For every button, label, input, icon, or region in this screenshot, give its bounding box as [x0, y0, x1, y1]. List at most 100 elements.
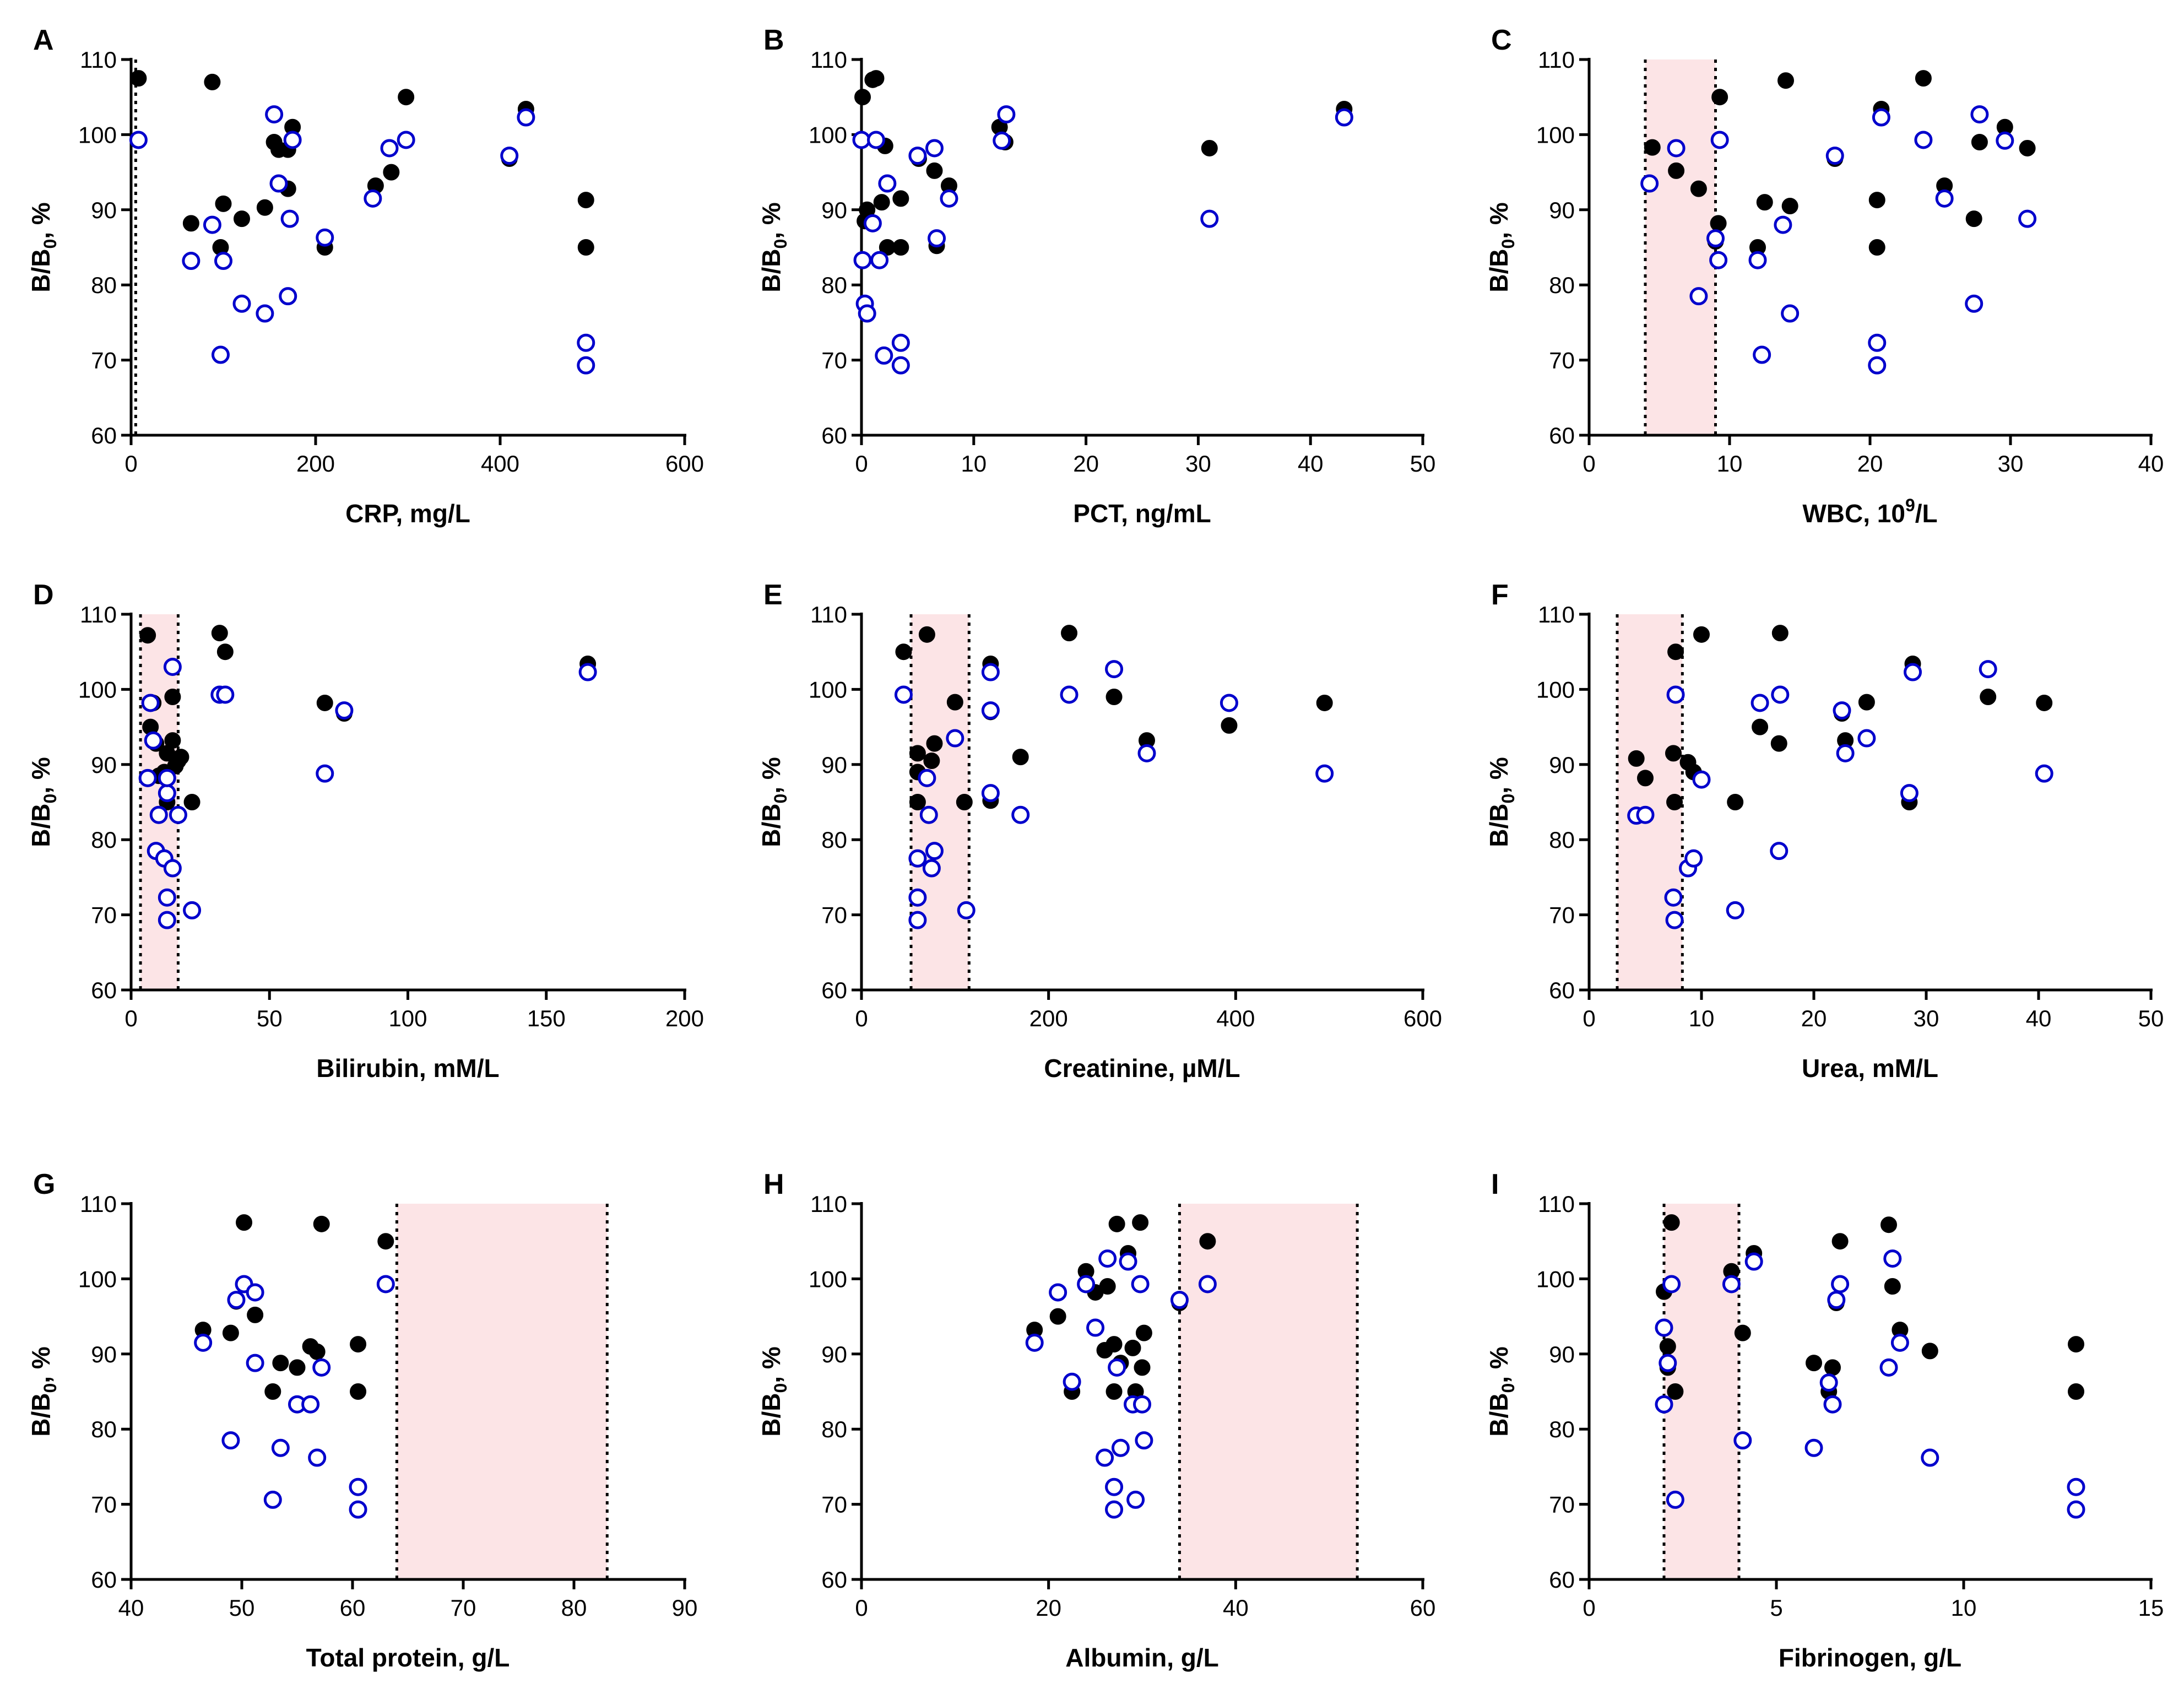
chart-i-x-tick-label: 5 — [1770, 1595, 1782, 1621]
chart-d-filled-point — [316, 694, 333, 711]
chart-h-x-tick-label: 60 — [1410, 1595, 1436, 1621]
chart-d-x-tick-label: 50 — [257, 1005, 283, 1031]
chart-g-filled-point — [272, 1355, 289, 1372]
chart-c-open-point — [1689, 287, 1708, 306]
chart-i-filled-point — [1880, 1216, 1897, 1233]
chart-d-x-tick-label: 0 — [124, 1005, 137, 1031]
chart-b-x-tick-label: 20 — [1073, 451, 1099, 477]
chart-f-filled-point — [2036, 694, 2053, 711]
chart-e-filled-point — [956, 794, 973, 810]
chart-i-open-point — [1890, 1333, 1909, 1352]
chart-f-x-tick-label: 0 — [1583, 1005, 1595, 1031]
chart-i-filled-point — [1831, 1233, 1849, 1250]
chart-h-filled-point — [1099, 1278, 1116, 1295]
chart-f-open-point — [1751, 694, 1769, 712]
chart-h-open-point — [1126, 1490, 1145, 1509]
chart-i-y-tick-label: 70 — [1549, 1492, 1575, 1518]
chart-i: 60 70 80 90 100 110 0 5 10 15 Fibrinogen, g/L B/B0,… — [1484, 1168, 2164, 1672]
chart-e-filled-point — [909, 745, 926, 762]
chart-i-filled-point — [1659, 1338, 1676, 1355]
chart-g-y-tick-label: 80 — [91, 1416, 117, 1442]
chart-c-open-point — [1872, 108, 1890, 127]
chart-h-reference-band — [1179, 1204, 1358, 1579]
chart-h-x-tick-label: 0 — [855, 1595, 868, 1621]
chart-g-open-point — [221, 1431, 240, 1450]
chart-d-y-tick-label: 70 — [91, 902, 117, 928]
chart-d-open-point — [144, 731, 162, 750]
chart-d-open-point — [149, 805, 168, 824]
chart-g-x-tick-label: 70 — [451, 1595, 476, 1621]
chart-b-y-tick-label: 70 — [821, 348, 847, 374]
chart-i-open-point — [1662, 1275, 1681, 1293]
chart-g-x-tick-label: 40 — [118, 1595, 144, 1621]
chart-f-y-tick-label: 60 — [1549, 977, 1575, 1003]
chart-c-open-point — [1706, 229, 1725, 248]
chart-b-x-tick-label: 0 — [855, 451, 868, 477]
chart-a-y-tick-label: 100 — [78, 122, 117, 148]
chart-i-x-tick-label: 10 — [1951, 1595, 1977, 1621]
chart-i-open-point — [1655, 1318, 1673, 1337]
chart-h-open-point — [1105, 1500, 1124, 1519]
chart-f-open-point — [1771, 685, 1790, 704]
chart-e-y-tick-label: 90 — [821, 752, 847, 778]
chart-h-y-tick-label: 110 — [810, 1191, 847, 1217]
chart-e-x-tick-label: 400 — [1216, 1005, 1255, 1031]
chart-d-x-tick-label: 100 — [388, 1005, 427, 1031]
chart-g-filled-point — [264, 1383, 281, 1400]
chart-h-y-tick-label: 90 — [821, 1341, 847, 1367]
chart-c-open-point — [1753, 345, 1771, 364]
chart-g-filled-point — [350, 1383, 367, 1400]
chart-d: 60 70 80 90 100 110 0 50 100 150 200 Bilirubin, mM/… — [26, 579, 704, 1083]
chart-h-open-point — [1135, 1431, 1153, 1450]
chart-b-open-point — [940, 189, 958, 208]
chart-f-filled-point — [1667, 643, 1684, 661]
chart-b-filled-point — [892, 239, 909, 256]
chart-e-x-tick-label: 600 — [1403, 1005, 1442, 1031]
chart-c-filled-point — [1965, 210, 1982, 228]
chart-c-x-axis-title: WBC, 109/L — [1802, 495, 1937, 528]
chart-h-filled-point — [1049, 1308, 1066, 1325]
chart-e-filled-point — [909, 794, 926, 810]
chart-g-y-axis-title: B/B0, % — [26, 1346, 60, 1437]
chart-g-filled-point — [247, 1306, 264, 1323]
chart-f-open-point — [1664, 888, 1683, 907]
chart-g-x-tick-label: 50 — [229, 1595, 255, 1621]
chart-i-filled-point — [1884, 1278, 1901, 1295]
chart-f-open-point — [1692, 770, 1711, 789]
chart-f-filled-point — [1666, 794, 1683, 810]
chart-i-open-point — [1883, 1249, 1902, 1268]
chart-a-filled-point — [398, 89, 415, 106]
chart-a-open-point — [517, 108, 535, 127]
chart-e-y-tick-label: 60 — [821, 977, 847, 1003]
chart-i-y-tick-label: 80 — [1549, 1416, 1575, 1442]
chart-a-open-point — [265, 105, 284, 124]
chart-c-y-tick-label: 100 — [1536, 122, 1575, 148]
chart-f-filled-point — [1693, 626, 1710, 643]
chart-a-x-tick-label: 600 — [665, 451, 704, 477]
chart-c-reference-band — [1645, 59, 1716, 435]
chart-a-open-point — [203, 215, 221, 234]
chart-g-y-tick-label: 100 — [78, 1266, 117, 1292]
chart-h-open-point — [1119, 1252, 1137, 1271]
chart-e-open-point — [981, 663, 1000, 681]
chart-i-filled-point — [2068, 1383, 2084, 1400]
chart-g-reference-band — [397, 1204, 608, 1579]
chart-a-open-point — [316, 228, 334, 247]
chart-c-x-tick-label: 10 — [1717, 451, 1743, 477]
chart-c-open-point — [1640, 174, 1659, 193]
chart-h-open-point — [1108, 1358, 1126, 1377]
chart-f-open-point — [1836, 744, 1855, 762]
chart-b-open-point — [1200, 209, 1219, 228]
chart-f-filled-point — [1752, 718, 1769, 735]
chart-i-open-point — [1879, 1358, 1898, 1377]
chart-d-y-axis-title: B/B0, % — [26, 757, 60, 847]
chart-e-y-tick-label: 70 — [821, 902, 847, 928]
chart-c-filled-point — [1868, 239, 1885, 256]
chart-f-filled-point — [1771, 625, 1789, 642]
chart-c-filled-point — [1756, 194, 1773, 211]
chart-h-open-point — [1077, 1275, 1096, 1293]
chart-c-open-point — [1781, 304, 1800, 323]
chart-d-open-point — [163, 859, 182, 878]
chart-i-open-point — [1666, 1490, 1684, 1509]
chart-f: 60 70 80 90 100 110 0 10 20 30 40 50 Urea, mM/L B/B0,… — [1484, 579, 2164, 1083]
